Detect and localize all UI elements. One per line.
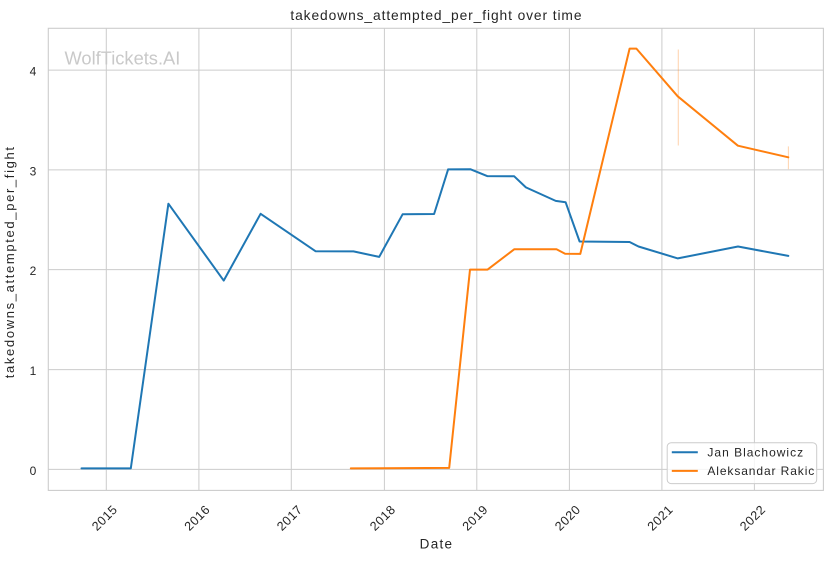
svg-text:2: 2	[30, 264, 37, 278]
svg-text:2021: 2021	[645, 503, 676, 534]
svg-text:2017: 2017	[274, 503, 305, 534]
svg-text:2020: 2020	[552, 503, 583, 534]
svg-text:takedowns_attempted_per_fight: takedowns_attempted_per_fight over time	[290, 8, 582, 23]
svg-text:2019: 2019	[460, 503, 491, 534]
svg-text:4: 4	[30, 65, 37, 79]
svg-text:3: 3	[30, 164, 37, 178]
svg-text:2018: 2018	[367, 503, 398, 534]
svg-text:Aleksandar Rakic: Aleksandar Rakic	[707, 464, 815, 478]
svg-text:2022: 2022	[737, 503, 768, 534]
svg-text:Jan Blachowicz: Jan Blachowicz	[707, 446, 804, 460]
svg-text:takedowns_attempted_per_fight: takedowns_attempted_per_fight	[2, 145, 17, 378]
svg-text:2016: 2016	[182, 503, 213, 534]
svg-text:WolfTickets.AI: WolfTickets.AI	[65, 47, 181, 68]
svg-text:0: 0	[30, 464, 37, 478]
svg-text:2015: 2015	[89, 503, 120, 534]
svg-text:Date: Date	[420, 537, 454, 552]
svg-text:1: 1	[30, 364, 37, 378]
